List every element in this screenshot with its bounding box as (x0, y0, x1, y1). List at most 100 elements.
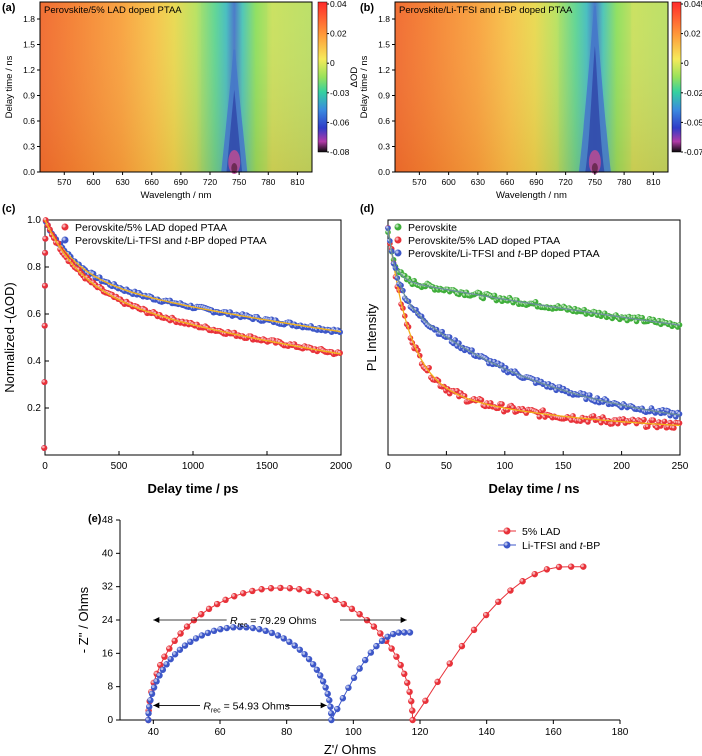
data-point (641, 416, 647, 423)
point-shine (509, 403, 512, 406)
point-shine (154, 679, 158, 682)
point-shine (535, 377, 538, 381)
y-axis-label: Delay time / ns (4, 55, 15, 118)
point-shine (656, 408, 660, 412)
point-shine (42, 250, 46, 254)
point-shine (568, 564, 572, 568)
panel-label-b: (b) (360, 2, 374, 14)
point-shine (390, 631, 394, 635)
point-shine (555, 303, 559, 307)
panel-label-a: (a) (2, 2, 16, 14)
point-shine (585, 419, 589, 423)
point-shine (499, 363, 503, 366)
point-shine (428, 375, 432, 378)
fit-line (147, 566, 584, 722)
y-tick-label: 1.5 (23, 40, 35, 50)
x-tick-label: 100 (496, 461, 513, 472)
point-shine (567, 306, 570, 309)
point-shine (651, 418, 654, 421)
data-point (305, 655, 313, 663)
data-point (198, 611, 205, 618)
point-shine (315, 590, 319, 594)
point-shine (602, 311, 606, 314)
data-point (661, 418, 668, 425)
point-shine (410, 282, 413, 285)
point-shine (259, 586, 263, 590)
chart-d: 0 50 100 150 200 250 Delay time / ns PL Intensi… (364, 219, 689, 496)
data-point (362, 656, 369, 664)
data-point (249, 587, 256, 595)
point-shine (619, 405, 623, 408)
point-shine (435, 679, 439, 683)
point-shine (379, 638, 383, 642)
point-shine (145, 717, 149, 721)
point-shine (582, 391, 585, 395)
data-point (187, 638, 194, 646)
point-shine (395, 237, 399, 241)
series-red (385, 225, 683, 431)
x-tick-label: 600 (86, 177, 100, 187)
point-shine (503, 365, 507, 369)
point-shine (408, 698, 412, 702)
point-shine (42, 445, 45, 449)
x-axis-label: Wavelength / nm (141, 190, 212, 201)
point-shine (160, 667, 164, 671)
point-shine (357, 666, 361, 670)
legend-marker (394, 223, 402, 231)
point-shine (308, 323, 312, 327)
point-shine (162, 654, 165, 658)
x-tick-label: 2000 (330, 461, 353, 472)
data-point (328, 716, 335, 724)
data-point (305, 587, 312, 595)
point-shine (539, 379, 542, 382)
point-shine (582, 307, 585, 311)
data-point (163, 661, 170, 668)
colorbar-label: -0.08 (330, 147, 350, 157)
x-tick-label: 810 (290, 177, 304, 187)
data-point (156, 672, 163, 679)
data-point (676, 411, 683, 417)
data-point (198, 632, 206, 639)
point-shine (302, 651, 306, 655)
data-point (470, 626, 478, 634)
point-shine (597, 416, 600, 420)
panel-label-e: (e) (88, 513, 102, 525)
point-shine (447, 661, 451, 665)
x-tick-label: 180 (612, 727, 629, 738)
point-shine (634, 319, 637, 322)
point-shine (385, 634, 389, 638)
colorbar (317, 1, 328, 153)
data-point (319, 678, 327, 685)
data-point (171, 637, 178, 645)
point-shine (132, 289, 136, 293)
x-tick-label: 660 (500, 177, 514, 187)
data-point (348, 605, 356, 613)
point-shine (677, 411, 680, 415)
legend-label: 5% LAD (522, 526, 561, 538)
haze (201, 2, 268, 172)
point-shine (111, 281, 115, 285)
legend-marker (61, 223, 69, 231)
point-shine (124, 299, 127, 303)
point-shine (278, 585, 281, 589)
data-point (205, 605, 213, 613)
data-point (499, 401, 505, 407)
data-point (268, 629, 276, 637)
point-shine (492, 293, 495, 296)
point-shine (211, 628, 215, 632)
point-shine (462, 393, 466, 397)
point-shine (182, 643, 186, 647)
point-shine (514, 298, 518, 301)
point-shine (188, 303, 192, 307)
data-point (495, 598, 502, 606)
x-tick-label: 140 (478, 727, 495, 738)
data-point (223, 624, 231, 632)
point-shine (395, 224, 399, 228)
x-tick-label: 780 (617, 177, 631, 187)
point-shine (314, 667, 318, 671)
point-shine (374, 643, 377, 647)
point-shine (409, 708, 413, 712)
data-point (339, 695, 347, 702)
point-shine (613, 312, 617, 316)
